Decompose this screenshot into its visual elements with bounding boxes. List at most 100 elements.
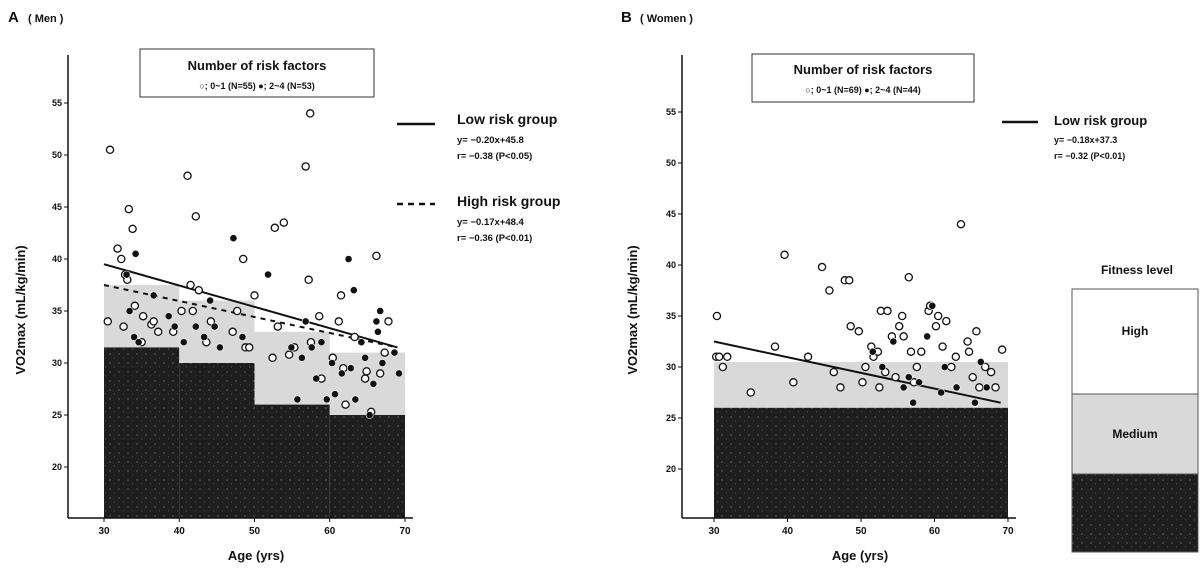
panel-b-risk-legend: Number of risk factors ○; 0~1 (N=69) ●; … <box>751 53 975 103</box>
panel-b-risk-legend-items: ○; 0~1 (N=69) ●; 2~4 (N=44) <box>805 85 920 95</box>
panel-a-filled-point <box>164 312 173 321</box>
panel-a-y-tick-label: 25 <box>52 410 62 420</box>
panel-b-x-tick-label: 40 <box>782 526 794 537</box>
panel-b-filled-point <box>909 398 918 407</box>
panel-a-open-point <box>305 109 315 118</box>
panel-a-filled-point <box>372 317 381 326</box>
panel-a-open-point <box>119 322 128 331</box>
panel-b-filled-point <box>971 398 979 407</box>
panel-a-filled-point <box>307 343 316 352</box>
panel-b-open-point <box>897 311 907 321</box>
panel-a-open-point <box>244 343 254 352</box>
panel-a-filled-point <box>130 333 138 341</box>
panel-b-open-point <box>917 347 926 356</box>
panel-b-filled-point <box>915 378 923 387</box>
panel-b-open-point <box>829 367 839 377</box>
panel-b-open-point <box>789 378 798 387</box>
panel-b-open-point <box>997 345 1007 354</box>
panel-b: B ( Women ) 20 25 30 35 40 45 50 55 30 40 50 60 70 N… <box>621 9 1147 563</box>
panel-a-y-tick-label: 35 <box>52 306 62 316</box>
panel-b-risk-legend-box <box>751 53 975 103</box>
panel-b-y-tick-label: 20 <box>666 464 676 474</box>
fitness-medium-swatch <box>1071 393 1199 475</box>
panel-a-filled-point <box>351 395 360 404</box>
panel-b-x-tick-label: 50 <box>855 526 867 537</box>
panel-a-filled-point <box>369 379 378 388</box>
panel-b-y-tick-label: 40 <box>666 260 676 270</box>
panel-a-filled-point <box>346 364 355 373</box>
panel-a-filled-point <box>293 395 302 404</box>
panel-a-open-point <box>360 374 370 383</box>
panel-b-low-risk-stats: r= −0.32 (P<0.01) <box>1054 151 1125 161</box>
panel-a-open-point <box>380 348 389 357</box>
panel-b-letter: B <box>621 9 632 26</box>
panel-a-open-point <box>206 317 216 326</box>
panel-a-low-band-3 <box>329 415 405 518</box>
panel-b-open-point <box>975 383 984 392</box>
panel-a-low-band-1 <box>179 363 255 518</box>
panel-a-open-point <box>138 311 148 321</box>
panel-a: A ( Men ) 20 25 30 35 40 45 50 55 30 40 50 60 70 Num… <box>8 9 560 563</box>
fitness-high-label: High <box>1122 324 1149 338</box>
panel-b-open-point <box>718 362 728 372</box>
panel-b-open-point <box>931 321 941 331</box>
panel-a-filled-point <box>395 369 403 378</box>
panel-a-open-point <box>341 400 350 409</box>
panel-a-open-point <box>279 218 289 227</box>
panel-b-y-tick-label: 30 <box>666 362 676 372</box>
panel-b-filled-point <box>982 383 991 392</box>
panel-a-open-point <box>191 212 201 221</box>
panel-b-open-point <box>844 276 854 285</box>
panel-a-high-risk-name: High risk group <box>457 193 560 209</box>
panel-a-filled-point <box>378 359 387 367</box>
panel-b-x-axis-label: Age (yrs) <box>832 548 888 563</box>
panel-b-low-band-0 <box>714 407 1008 518</box>
panel-a-y-axis-label: VO2max (mL/kg/min) <box>13 245 28 374</box>
panel-a-open-point <box>177 306 186 316</box>
panel-a-plot: 20 25 30 35 40 45 50 55 30 40 50 60 70 <box>52 55 413 537</box>
panel-b-y-tick-label: 45 <box>666 209 676 219</box>
panel-a-filled-point <box>134 338 143 347</box>
panel-b-filled-point <box>952 383 961 392</box>
panel-a-low-band-2 <box>254 404 330 518</box>
panel-b-y-tick-label: 55 <box>666 107 676 117</box>
panel-a-x-tick-label: 30 <box>98 526 110 537</box>
panel-a-x-tick-label: 60 <box>324 526 336 537</box>
panel-a-open-point <box>113 244 122 253</box>
panel-a-open-point <box>304 275 313 285</box>
panel-b-open-point <box>980 362 990 372</box>
panel-a-open-point <box>228 327 237 337</box>
panel-a-filled-point <box>215 343 224 352</box>
panel-a-risk-legend: Number of risk factors ○; 0~1 (N=55) ●; … <box>139 48 375 98</box>
panel-b-filled-point <box>878 363 887 371</box>
panel-a-title: ( Men ) <box>28 13 64 25</box>
panel-a-filled-point <box>125 307 134 315</box>
panel-a-filled-point <box>337 369 346 378</box>
panel-a-filled-point <box>357 338 366 347</box>
panel-a-low-band-0 <box>104 347 180 518</box>
panel-a-x-tick-label: 40 <box>174 526 186 537</box>
panel-b-filled-point <box>868 347 877 356</box>
panel-b-open-point <box>875 383 884 392</box>
panel-a-filled-point <box>328 359 336 367</box>
fitness-high-swatch <box>1071 288 1199 395</box>
panel-a-open-point <box>105 145 115 155</box>
panel-a-y-tick-label: 20 <box>52 462 62 472</box>
panel-a-y-tick-label: 30 <box>52 358 62 368</box>
panel-a-open-point <box>334 317 344 326</box>
panel-a-risk-legend-items: ○; 0~1 (N=55) ●; 2~4 (N=53) <box>199 81 314 91</box>
panel-a-regression-legend: Low risk group y= −0.20x+45.8 r= −0.38 (… <box>397 111 560 244</box>
panel-b-filled-point <box>923 332 932 341</box>
panel-a-open-point <box>103 317 113 326</box>
panel-a-filled-point <box>200 333 208 341</box>
panel-b-y-tick-label: 25 <box>666 413 676 423</box>
panel-a-filled-point <box>264 270 272 279</box>
fitness-medium-label: Medium <box>1112 427 1157 441</box>
panel-b-open-point <box>836 383 845 392</box>
panel-a-open-point <box>128 224 137 234</box>
panel-a-risk-legend-title: Number of risk factors <box>188 58 327 73</box>
panel-b-open-point <box>964 347 974 356</box>
panel-b-open-point <box>780 250 789 260</box>
panel-a-filled-point <box>229 234 238 243</box>
panel-a-open-point <box>350 332 359 342</box>
